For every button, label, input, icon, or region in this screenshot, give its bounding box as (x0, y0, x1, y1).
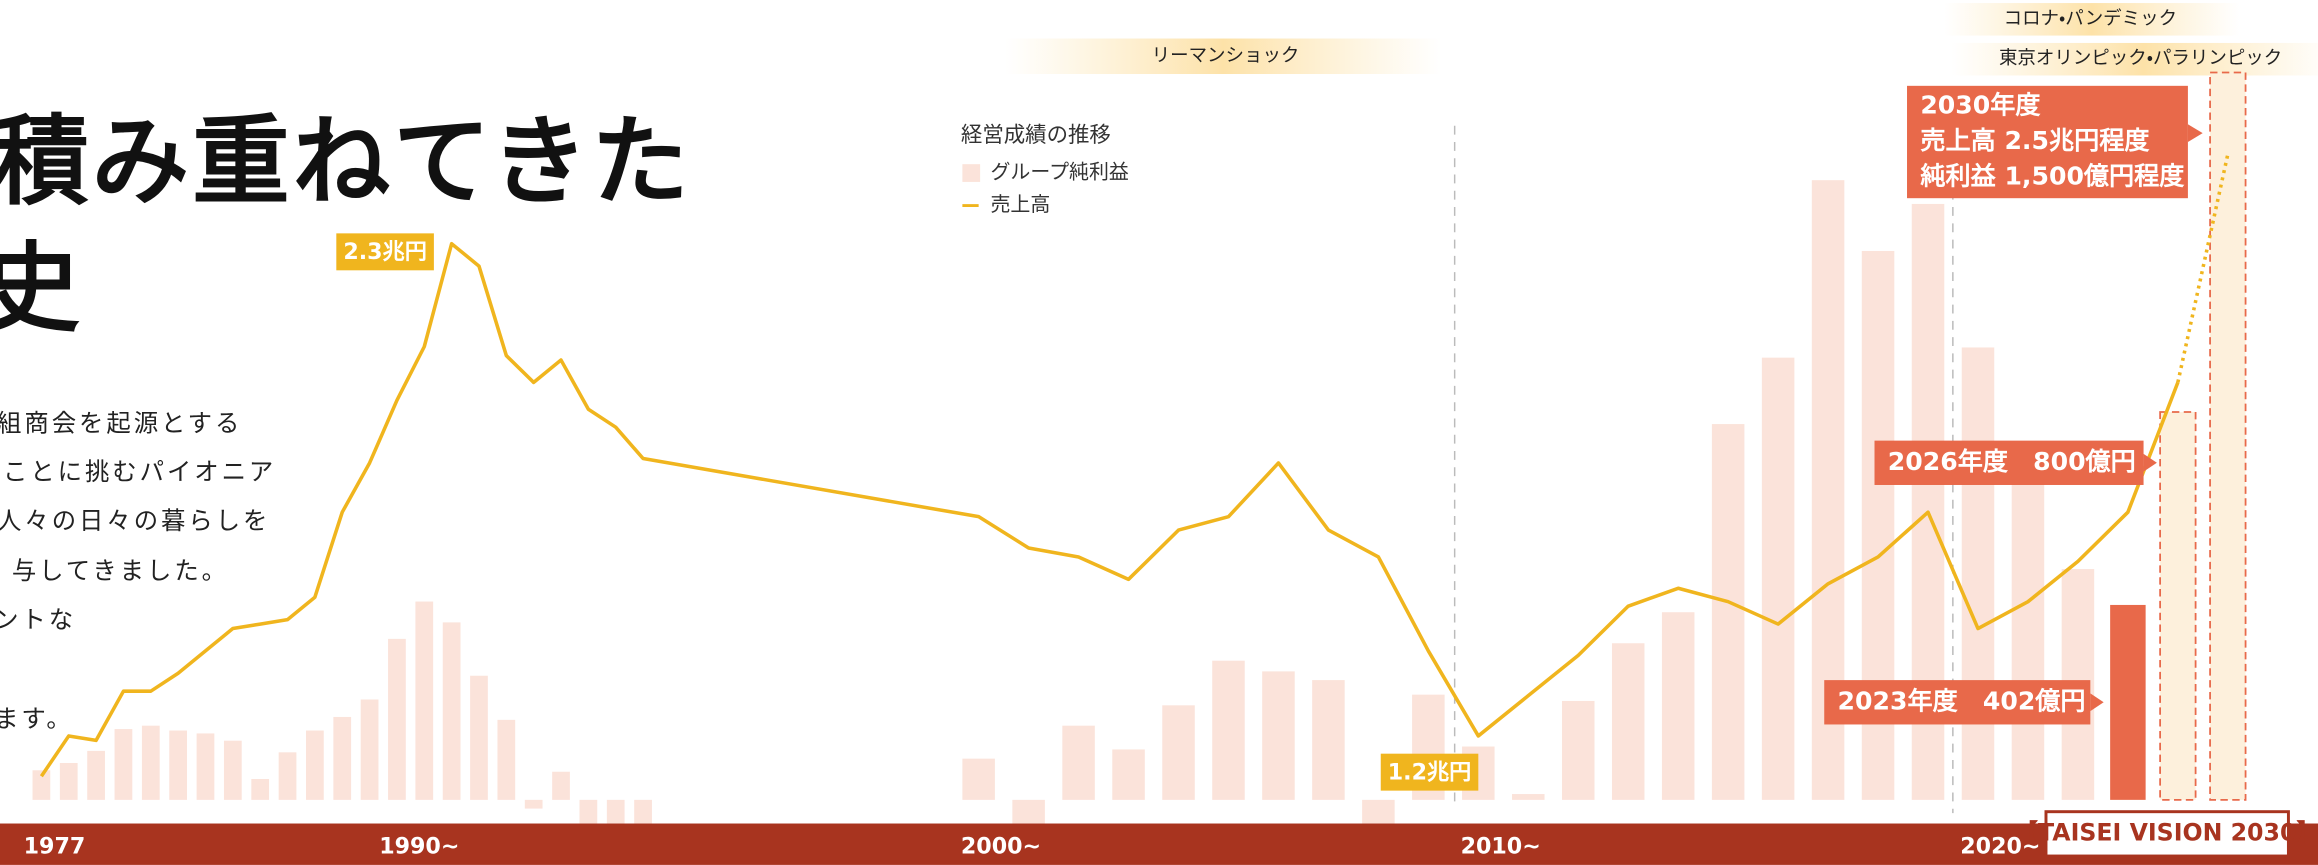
value-label-box (336, 233, 434, 271)
bar (524, 799, 543, 809)
bar (1262, 671, 1295, 800)
event-bands (1005, 3, 2318, 814)
bar (415, 601, 434, 800)
legend-label: 売上高 (990, 192, 1050, 216)
bar (1112, 749, 1145, 800)
bar (278, 752, 297, 800)
bar (87, 750, 105, 800)
sales-line (39, 241, 2180, 778)
value-label-box (1380, 753, 1479, 791)
bar (1561, 700, 1595, 800)
bar (1711, 424, 1745, 800)
callout-arrow (2187, 124, 2203, 143)
callout-arrow (2143, 453, 2157, 472)
callout-box (1824, 680, 2091, 725)
bar (442, 622, 461, 800)
bar (1212, 660, 1245, 800)
body-text: 与してきました。 (12, 556, 229, 585)
callouts: 2030年度 売上高 2.5兆円程度 純利益 1,500億円程度 2026年度 … (1824, 85, 2203, 725)
bar (1362, 799, 1395, 824)
bar (1012, 799, 1045, 824)
headline: 史 (0, 233, 83, 347)
bar (223, 740, 242, 800)
bar (169, 730, 188, 800)
timeline-band (0, 823, 2318, 865)
bar (2209, 71, 2247, 801)
callout-text: 2023年度 402億円 (1838, 686, 2086, 715)
callout-text: 純利益 1,500億円程度 (1919, 161, 2185, 190)
bar (114, 729, 133, 800)
bar (497, 719, 516, 800)
badge-box (2044, 810, 2290, 858)
bar (470, 675, 488, 800)
bar (962, 758, 995, 800)
bar (251, 779, 270, 800)
legend-title: 経営成績の推移 (961, 123, 1111, 148)
sales-line (2176, 153, 2230, 383)
callout-arrow (2090, 693, 2104, 712)
value-label: 2.3兆円 (343, 239, 427, 265)
callout-text: 2026年度 800億円 (1888, 447, 2136, 476)
bar (2159, 411, 2197, 801)
x-tick-label: 2020~ (1960, 834, 2040, 860)
bar (59, 763, 78, 800)
bar (1611, 643, 1645, 800)
value-label: 1.2兆円 (1388, 759, 1472, 785)
bar (606, 799, 625, 824)
bar (388, 638, 406, 800)
legend-swatch (962, 164, 981, 182)
bar (141, 725, 160, 800)
body-text: 人々の日々の暮らしを (0, 506, 270, 535)
plot: 2.3兆円 1.2兆円 (32, 71, 2247, 824)
event-label: コロナ・パンデミック (2004, 8, 2177, 29)
bar (196, 733, 215, 800)
bar (1312, 680, 1345, 800)
callout-box (1874, 440, 2144, 485)
body-text: ントな (0, 605, 76, 634)
bar (333, 716, 352, 800)
callout-box (1907, 85, 2188, 199)
body-text: ます。 (0, 704, 74, 733)
headline: 積み重ねてきた (0, 105, 692, 219)
event-label: リーマンショック (1152, 45, 1300, 66)
callout-text: 売上高 2.5兆円程度 (1920, 126, 2150, 155)
bar (32, 770, 51, 800)
event-band (1005, 38, 1442, 75)
bar (1961, 347, 1995, 800)
x-tick-label: 1977 (24, 834, 86, 860)
callout-text: 2030年度 (1920, 91, 2041, 120)
bar (306, 730, 324, 800)
bar (1661, 612, 1695, 800)
bar (1761, 357, 1795, 800)
badge: 【TAISEI VISION 2030】 (2014, 818, 2318, 846)
x-tick-label: 1990~ (379, 834, 459, 860)
body-text: 組商会を起源とする (0, 408, 242, 437)
x-tick-label: 2010~ (1461, 834, 1541, 860)
event-band (1943, 3, 2240, 36)
bar (2011, 473, 2045, 800)
bar (1162, 705, 1195, 800)
bar (360, 699, 379, 800)
bar (1512, 794, 1545, 800)
body-text: ことに挑むパイオニア (3, 457, 276, 486)
bar (552, 771, 570, 800)
bar (1062, 725, 1095, 800)
x-tick-label: 2000~ (961, 834, 1041, 860)
event-band (1951, 42, 2318, 76)
legend-label: グループ純利益 (990, 160, 1128, 184)
labels: 1977 1990~ 2000~ 2010~ 2020~ (24, 834, 2041, 860)
event-label: 東京オリンピック・パラリンピック (1999, 48, 2282, 69)
bar (579, 799, 598, 824)
bar (634, 799, 652, 824)
bar (2110, 604, 2146, 800)
